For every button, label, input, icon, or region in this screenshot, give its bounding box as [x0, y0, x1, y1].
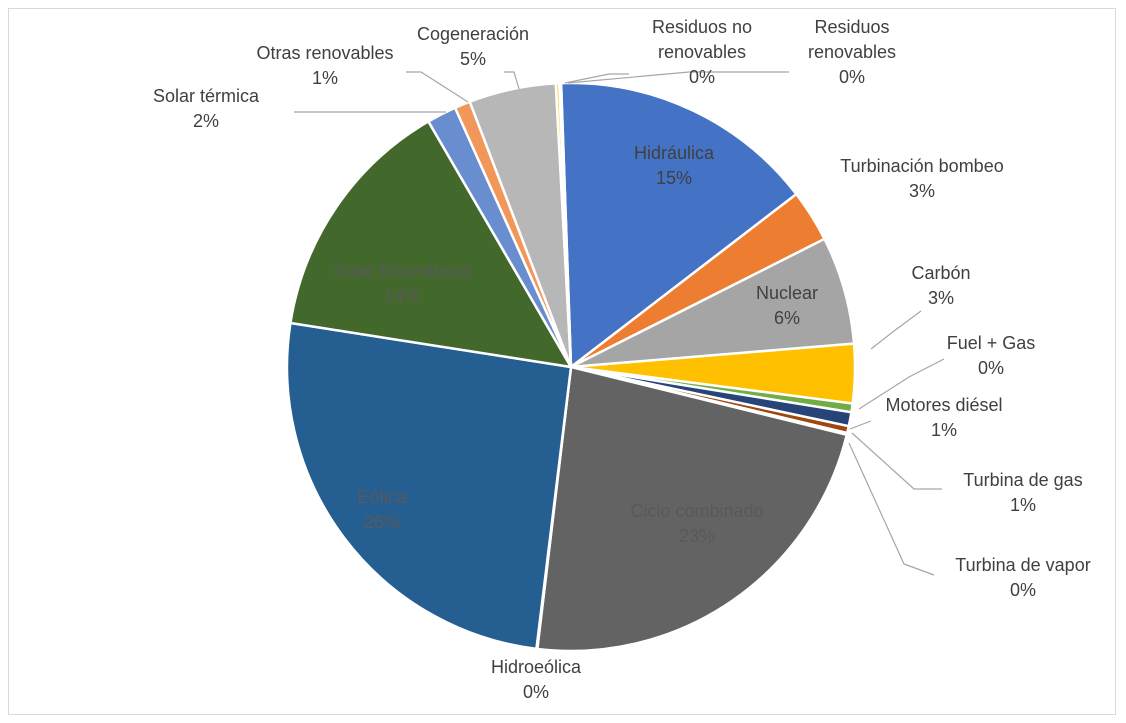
leader-turbina-de-vapor — [848, 442, 935, 576]
leader-turbina-de-gas — [851, 432, 942, 490]
slice-residuos-renovables — [558, 81, 573, 368]
data-label-motores-diesel: Motores diésel 1% — [885, 395, 1002, 440]
slice-solar-fotovoltaica — [289, 119, 574, 369]
pie-slices — [285, 81, 857, 653]
data-label-nuclear: Nuclear 6% — [756, 283, 818, 328]
data-labels: Hidráulica 15% Turbinación bombeo 3% Nuclear… — [153, 17, 1091, 702]
pie-chart: Hidráulica 15% Turbinación bombeo 3% Nuclear… — [153, 17, 1091, 702]
leader-fuel-gas — [858, 358, 945, 410]
data-label-otras-renovables: Otras renovables 1% — [256, 43, 393, 88]
leader-motores-diesel — [849, 420, 872, 430]
leader-residuos-renovables — [567, 71, 789, 84]
data-label-eolica: Eólica 26% — [357, 487, 407, 532]
leader-otras-renovables — [406, 71, 469, 103]
leader-carbon — [870, 310, 922, 350]
leader-lines — [294, 71, 945, 576]
data-label-hidroeolica: Hidroeólica 0% — [491, 657, 582, 702]
data-label-carbon: Carbón 3% — [911, 263, 970, 308]
data-label-turbinacion-bombeo: Turbinación bombeo 3% — [840, 156, 1003, 201]
data-label-turbina-de-vapor: Turbina de vapor 0% — [955, 555, 1090, 600]
slice-hidraulica — [559, 81, 799, 370]
data-label-fuel-gas: Fuel + Gas 0% — [947, 333, 1036, 378]
slice-ciclo-combinado — [535, 365, 849, 653]
data-label-solar-termica: Solar térmica 2% — [153, 86, 260, 131]
data-label-cogeneracion: Cogeneración 5% — [417, 24, 529, 69]
chart-frame: Hidráulica 15% Turbinación bombeo 3% Nuclear… — [8, 8, 1116, 715]
leader-residuos-no-renovables — [564, 73, 629, 84]
data-label-ciclo-combinado: Ciclo combinado 23% — [630, 501, 763, 546]
data-label-solar-fotovoltaica: Solar fotovoltaica 14% — [333, 261, 472, 306]
data-label-hidraulica: Hidráulica 15% — [634, 143, 715, 188]
leader-cogeneracion — [504, 71, 520, 90]
slice-eolica — [285, 321, 573, 651]
data-label-residuos-renovables: Residuos renovables 0% — [808, 17, 896, 87]
data-label-residuos-no-renovables: Residuos no renovables 0% — [652, 17, 752, 87]
data-label-turbina-de-gas: Turbina de gas 1% — [963, 470, 1082, 515]
